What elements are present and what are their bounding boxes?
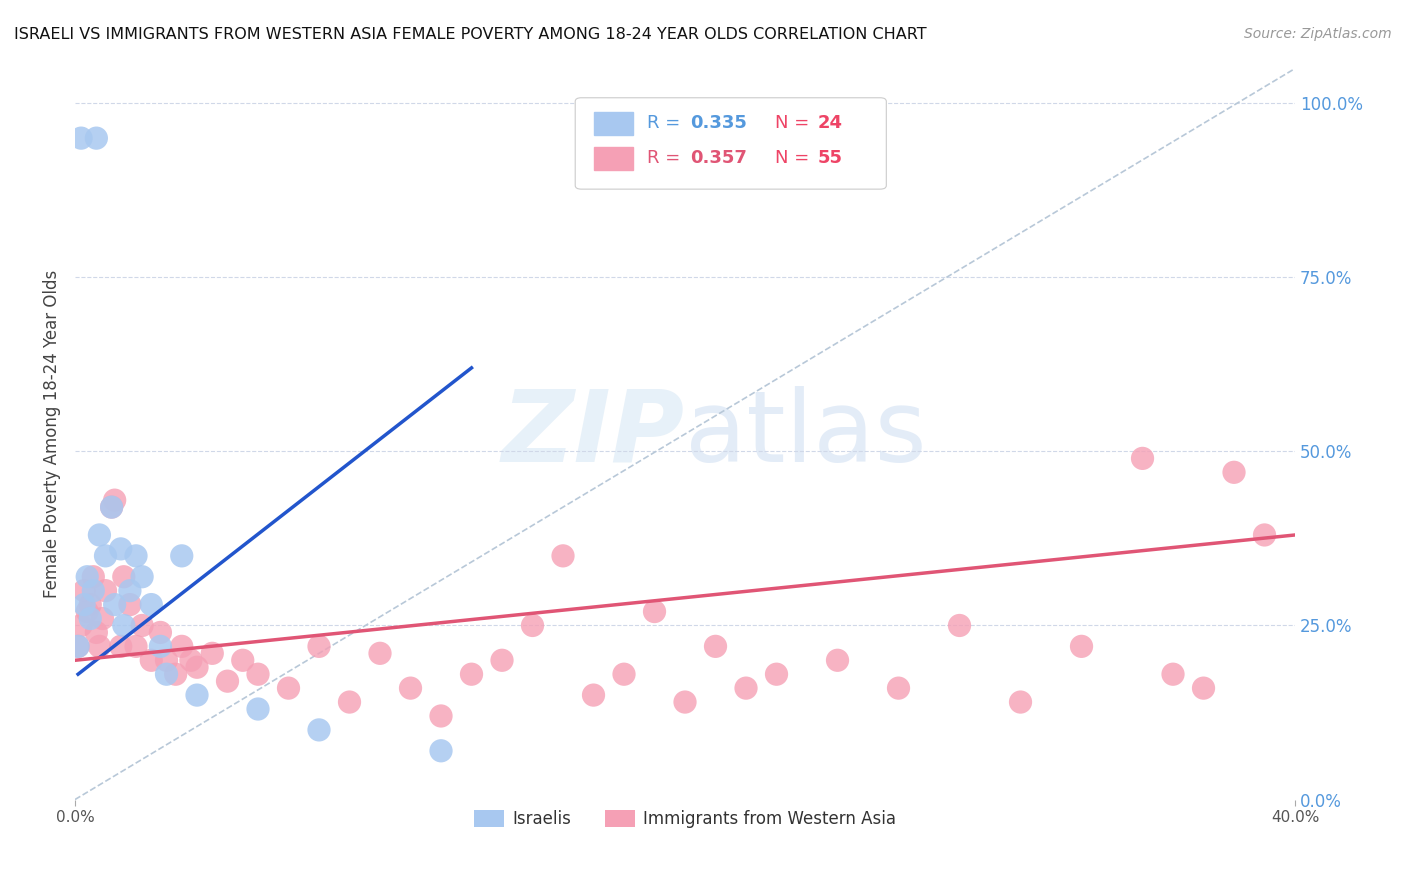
Point [131,618,153,632]
Text: 0.335: 0.335 [690,114,747,132]
Point [430,744,453,758]
Point [131,570,153,584]
Point [82,583,104,598]
Point [91,611,114,625]
Y-axis label: Female Poverty Among 18-24 Year Olds: Female Poverty Among 18-24 Year Olds [44,270,60,599]
Point [149,640,172,654]
Text: ZIP: ZIP [502,385,685,483]
Point [165,667,187,681]
Point [67,640,90,654]
Point [551,549,574,563]
Point [308,640,330,654]
Point [827,653,849,667]
Point [582,688,605,702]
Point [186,688,208,702]
Point [247,667,270,681]
Point [339,695,361,709]
Point [112,618,135,632]
Point [170,549,193,563]
Text: Source: ZipAtlas.com: Source: ZipAtlas.com [1244,27,1392,41]
Point [277,681,299,695]
Point [67,640,90,654]
Point [613,667,636,681]
Text: ISRAELI VS IMMIGRANTS FROM WESTERN ASIA FEMALE POVERTY AMONG 18-24 YEAR OLDS COR: ISRAELI VS IMMIGRANTS FROM WESTERN ASIA … [14,27,927,42]
Text: N =: N = [775,150,815,168]
Legend: Israelis, Immigrants from Western Asia: Israelis, Immigrants from Western Asia [467,804,903,835]
Point [79,611,101,625]
Bar [593,147,633,170]
Point [73,598,96,612]
Point [104,493,127,508]
Bar [593,112,633,135]
Point [82,570,104,584]
Point [141,653,163,667]
Point [644,605,666,619]
Text: R =: R = [647,150,686,168]
Text: R =: R = [647,114,686,132]
Point [118,583,141,598]
Point [94,583,117,598]
Point [765,667,787,681]
Point [1223,465,1246,479]
Point [460,667,482,681]
Point [100,500,122,515]
Point [217,674,239,689]
Text: 55: 55 [818,150,844,168]
Point [1253,528,1275,542]
Point [149,625,172,640]
Point [368,646,391,660]
Point [170,640,193,654]
Point [112,570,135,584]
Point [100,500,122,515]
Point [73,583,96,598]
Point [1010,695,1032,709]
Point [155,653,177,667]
Point [70,131,93,145]
Point [76,570,98,584]
Point [887,681,910,695]
Point [125,549,148,563]
Text: N =: N = [775,114,815,132]
Point [94,549,117,563]
Point [180,653,202,667]
Point [1132,451,1154,466]
Point [1070,640,1092,654]
Text: 0.357: 0.357 [690,150,747,168]
Text: atlas: atlas [685,385,927,483]
Point [308,723,330,737]
Point [89,640,111,654]
Point [491,653,513,667]
Point [118,598,141,612]
Point [1192,681,1215,695]
Point [110,640,132,654]
Point [79,598,101,612]
Point [186,660,208,674]
Point [673,695,696,709]
FancyBboxPatch shape [575,98,886,189]
Point [735,681,758,695]
Point [430,709,453,723]
Point [247,702,270,716]
Point [104,598,127,612]
Text: 24: 24 [818,114,844,132]
Point [704,640,727,654]
Point [201,646,224,660]
Point [110,541,132,556]
Point [155,667,177,681]
Point [399,681,422,695]
Point [1161,667,1184,681]
Point [86,625,108,640]
Point [86,131,108,145]
Point [89,528,111,542]
Point [522,618,544,632]
Point [232,653,254,667]
Point [76,605,98,619]
Point [70,618,93,632]
Point [948,618,970,632]
Point [141,598,163,612]
Point [125,640,148,654]
